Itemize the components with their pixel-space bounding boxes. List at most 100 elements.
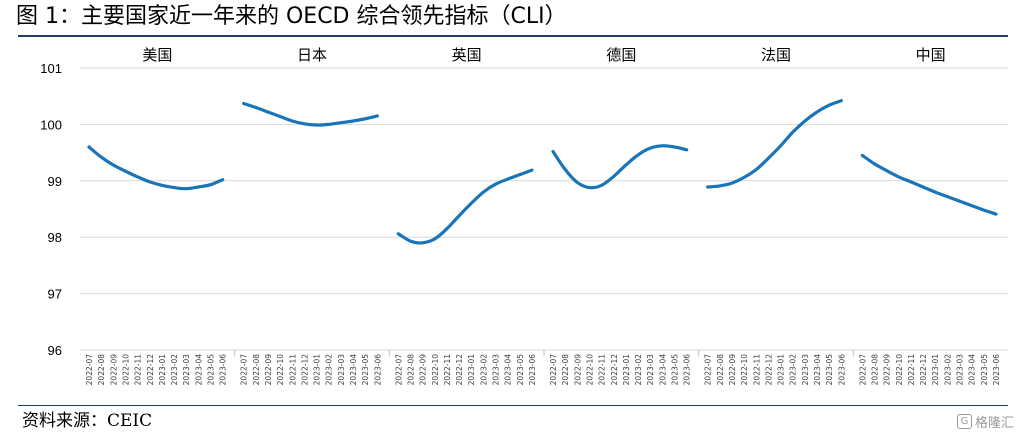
x-tick-label: 2022-08 bbox=[871, 354, 880, 386]
x-tick-label: 2023-04 bbox=[813, 354, 822, 386]
figure-title: 图 1：主要国家近一年来的 OECD 综合领先指标（CLI） bbox=[16, 4, 567, 29]
x-tick-label: 2023-03 bbox=[492, 354, 501, 386]
x-tick-label: 2022-09 bbox=[728, 354, 737, 386]
panel-title: 法国 bbox=[761, 46, 791, 64]
gelonghui-logo-icon: G bbox=[956, 414, 972, 429]
x-tick-label: 2022-11 bbox=[288, 354, 297, 386]
x-tick-label: 2023-01 bbox=[158, 354, 167, 386]
series-line bbox=[396, 168, 534, 245]
x-tick-label: 2022-07 bbox=[704, 354, 713, 386]
x-tick-label: 2023-05 bbox=[361, 354, 370, 386]
x-tick-label: 2022-09 bbox=[419, 354, 428, 386]
x-tick-label: 2022-12 bbox=[300, 354, 309, 386]
x-tick-label: 2023-01 bbox=[777, 354, 786, 386]
x-tick-label: 2023-06 bbox=[528, 354, 537, 386]
series-line bbox=[87, 145, 225, 191]
x-tick-label: 2022-10 bbox=[740, 354, 749, 386]
x-tick-label: 2022-10 bbox=[895, 354, 904, 386]
series-line bbox=[242, 101, 379, 127]
x-tick-label: 2022-11 bbox=[134, 354, 143, 386]
x-tick-label: 2022-09 bbox=[264, 354, 273, 386]
x-tick-label: 2022-08 bbox=[716, 354, 725, 386]
x-tick-label: 2022-08 bbox=[561, 354, 570, 386]
panel-title: 美国 bbox=[142, 46, 172, 64]
x-tick-label: 2022-08 bbox=[252, 354, 261, 386]
x-tick-label: 2023-02 bbox=[943, 354, 952, 386]
x-tick-label: 2023-03 bbox=[646, 354, 655, 386]
x-tick-label: 2023-05 bbox=[980, 354, 989, 386]
x-tick-label: 2022-11 bbox=[443, 354, 452, 386]
panel-title: 英国 bbox=[452, 46, 482, 64]
x-tick-label: 2022-10 bbox=[431, 354, 440, 386]
x-tick-label: 2023-05 bbox=[207, 354, 216, 386]
x-tick-label: 2023-06 bbox=[837, 354, 846, 386]
x-tick-label: 2023-02 bbox=[634, 354, 643, 386]
y-tick-label: 100 bbox=[40, 117, 62, 132]
x-tick-label: 2022-08 bbox=[407, 354, 416, 386]
x-tick-label: 2022-12 bbox=[919, 354, 928, 386]
x-tick-label: 2023-06 bbox=[373, 354, 382, 386]
y-tick-label: 98 bbox=[48, 230, 62, 245]
x-tick-label: 2023-02 bbox=[479, 354, 488, 386]
x-tick-label: 2022-10 bbox=[122, 354, 131, 386]
x-tick-label: 2023-03 bbox=[337, 354, 346, 386]
x-tick-label: 2022-07 bbox=[858, 354, 867, 386]
x-tick-label: 2023-03 bbox=[182, 354, 191, 386]
x-tick-label: 2023-05 bbox=[516, 354, 525, 386]
watermark-text: 格隆汇 bbox=[974, 416, 1014, 431]
y-axis: 96 97 98 99 100 101 bbox=[40, 61, 62, 358]
y-tick-label: 101 bbox=[40, 61, 62, 76]
x-tick-label: 2023-02 bbox=[325, 354, 334, 386]
x-tick-label: 2022-11 bbox=[598, 354, 607, 386]
x-tick-label: 2022-10 bbox=[586, 354, 595, 386]
x-tick-label: 2022-09 bbox=[573, 354, 582, 386]
x-tick-label: 2022-12 bbox=[146, 354, 155, 386]
x-tick-label: 2023-03 bbox=[801, 354, 810, 386]
series-line bbox=[706, 99, 843, 189]
x-tick-label: 2022-07 bbox=[394, 354, 403, 386]
x-tick-label: 2022-08 bbox=[97, 354, 106, 386]
x-tick-label: 2023-01 bbox=[467, 354, 476, 386]
x-tick-label: 2023-02 bbox=[170, 354, 179, 386]
x-tick-label: 2022-07 bbox=[240, 354, 249, 386]
x-tick-label: 2023-01 bbox=[931, 354, 940, 386]
x-tick-label: 2023-04 bbox=[194, 354, 203, 386]
x-tick-label: 2022-09 bbox=[109, 354, 118, 386]
x-tick-label: 2023-04 bbox=[968, 354, 977, 386]
x-tick-label: 2023-05 bbox=[825, 354, 834, 386]
x-tick-label: 2023-03 bbox=[956, 354, 965, 386]
title-divider bbox=[18, 35, 1008, 37]
series-line bbox=[860, 153, 998, 216]
x-tick-label: 2023-04 bbox=[658, 354, 667, 386]
x-tick-label: 2022-12 bbox=[455, 354, 464, 386]
x-tick-label: 2023-06 bbox=[683, 354, 692, 386]
x-tick-label: 2022-09 bbox=[883, 354, 892, 386]
x-tick-label: 2023-02 bbox=[789, 354, 798, 386]
y-tick-label: 97 bbox=[48, 287, 62, 302]
x-tick-label: 2022-12 bbox=[610, 354, 619, 386]
x-tick-label: 2023-04 bbox=[349, 354, 358, 386]
panel-title: 日本 bbox=[297, 46, 327, 64]
watermark: G 格隆汇 bbox=[956, 412, 1014, 431]
panel-title: 德国 bbox=[606, 46, 636, 64]
gridlines bbox=[80, 67, 1008, 351]
x-tick-label: 2023-06 bbox=[219, 354, 228, 386]
x-tick-label: 2022-10 bbox=[276, 354, 285, 386]
x-tick-label: 2022-11 bbox=[752, 354, 761, 386]
x-tick-label: 2022-07 bbox=[85, 354, 94, 386]
y-tick-label: 99 bbox=[48, 174, 62, 189]
x-tick-label: 2023-01 bbox=[313, 354, 322, 386]
y-tick-label: 96 bbox=[48, 343, 62, 358]
source-divider bbox=[18, 405, 1008, 406]
x-tick-label: 2022-12 bbox=[764, 354, 773, 386]
source-note: 资料来源：CEIC bbox=[22, 411, 153, 431]
x-tick-label: 2022-07 bbox=[549, 354, 558, 386]
